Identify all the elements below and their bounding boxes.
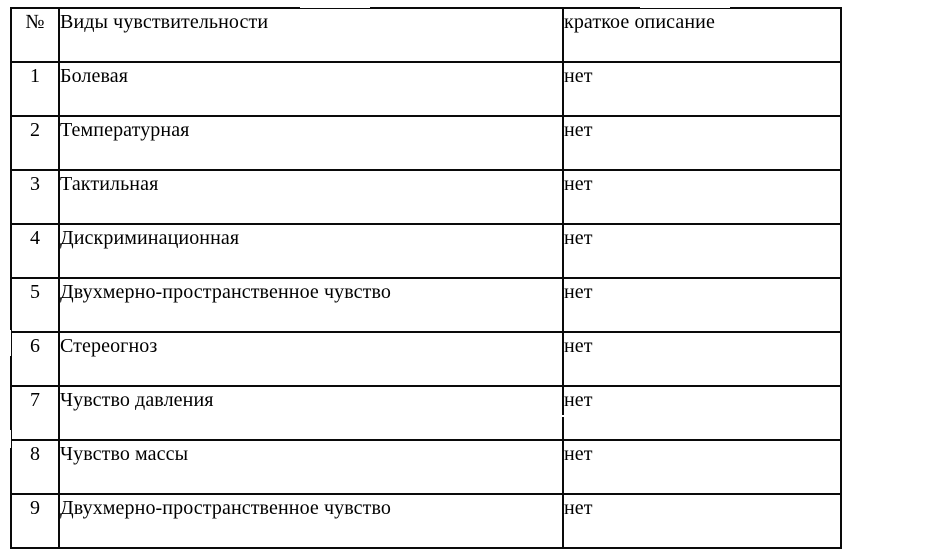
row-number: 5 — [11, 278, 59, 332]
row-number: 2 — [11, 116, 59, 170]
column-header-number: № — [11, 8, 59, 62]
row-description: нет — [563, 332, 841, 386]
table-header-row: № Виды чувствительности краткое описание — [11, 8, 841, 62]
document-page: № Виды чувствительности краткое описание… — [0, 0, 947, 536]
column-header-description: краткое описание — [563, 8, 841, 62]
table-row: 7 Чувство давления нет — [11, 386, 841, 440]
row-description: нет — [563, 278, 841, 332]
table-row: 9 Двухмерно-пространственное чувство нет — [11, 494, 841, 548]
table-row: 2 Температурная нет — [11, 116, 841, 170]
table-row: 3 Тактильная нет — [11, 170, 841, 224]
row-kind: Двухмерно-пространственное чувство — [59, 278, 563, 332]
sensitivity-types-table: № Виды чувствительности краткое описание… — [10, 7, 842, 549]
row-description: нет — [563, 62, 841, 116]
table-row: 4 Дискриминационная нет — [11, 224, 841, 278]
row-description: нет — [563, 386, 841, 440]
table-row: 5 Двухмерно-пространственное чувство нет — [11, 278, 841, 332]
row-number: 8 — [11, 440, 59, 494]
row-description: нет — [563, 170, 841, 224]
row-number: 9 — [11, 494, 59, 548]
row-description: нет — [563, 224, 841, 278]
row-number: 6 — [11, 332, 59, 386]
row-kind: Дискриминационная — [59, 224, 563, 278]
row-number: 7 — [11, 386, 59, 440]
row-description: нет — [563, 440, 841, 494]
row-number: 4 — [11, 224, 59, 278]
table-row: 6 Стереогноз нет — [11, 332, 841, 386]
table-row: 1 Болевая нет — [11, 62, 841, 116]
row-kind: Чувство массы — [59, 440, 563, 494]
row-kind: Чувство давления — [59, 386, 563, 440]
column-header-kind: Виды чувствительности — [59, 8, 563, 62]
row-description: нет — [563, 494, 841, 548]
row-description: нет — [563, 116, 841, 170]
row-kind: Стереогноз — [59, 332, 563, 386]
row-kind: Болевая — [59, 62, 563, 116]
row-number: 3 — [11, 170, 59, 224]
row-kind: Температурная — [59, 116, 563, 170]
row-kind: Двухмерно-пространственное чувство — [59, 494, 563, 548]
row-number: 1 — [11, 62, 59, 116]
row-kind: Тактильная — [59, 170, 563, 224]
table-row: 8 Чувство массы нет — [11, 440, 841, 494]
